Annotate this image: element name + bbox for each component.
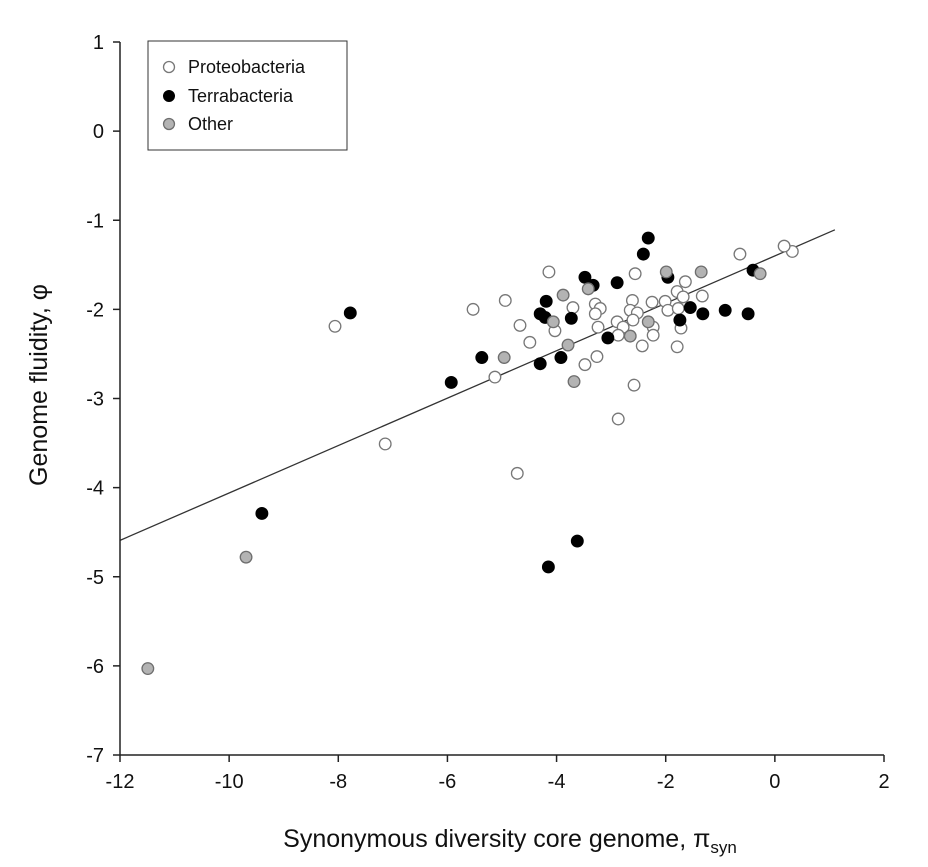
point-terrabacteria xyxy=(564,311,578,325)
point-proteobacteria xyxy=(591,320,605,334)
legend-label-proteobacteria: Proteobacteria xyxy=(188,57,306,77)
y-ticks: 1 0 -1 -2 -3 -4 -5 -6 -7 xyxy=(86,32,120,767)
point-proteobacteria xyxy=(378,437,392,451)
point-other xyxy=(581,282,595,296)
y-tick-label: 1 xyxy=(93,32,104,54)
point-other xyxy=(567,375,581,389)
point-terrabacteria xyxy=(696,307,710,321)
point-terrabacteria xyxy=(610,276,624,290)
y-tick-label: 0 xyxy=(93,121,104,143)
point-other xyxy=(239,550,253,564)
point-proteobacteria xyxy=(578,358,592,372)
x-tick-label: -2 xyxy=(657,771,675,793)
y-axis-label: Genome fluidity, φ xyxy=(25,284,53,486)
point-other xyxy=(556,288,570,302)
y-tick-label: -2 xyxy=(86,299,104,321)
point-proteobacteria xyxy=(498,294,512,307)
point-proteobacteria xyxy=(328,319,342,333)
point-proteobacteria xyxy=(513,318,527,332)
x-tick-label: -8 xyxy=(329,771,347,793)
point-proteobacteria xyxy=(588,307,602,321)
point-terrabacteria xyxy=(601,331,615,345)
point-proteobacteria xyxy=(590,350,604,364)
point-other xyxy=(641,315,655,329)
point-other xyxy=(659,265,673,279)
point-proteobacteria xyxy=(488,370,502,384)
point-other xyxy=(694,265,708,279)
point-terrabacteria xyxy=(570,534,584,548)
legend-marker-terrabacteria xyxy=(163,90,175,102)
point-proteobacteria xyxy=(611,328,625,342)
point-terrabacteria xyxy=(444,376,458,389)
y-tick-label: -4 xyxy=(86,478,104,500)
point-terrabacteria xyxy=(255,507,269,520)
point-proteobacteria xyxy=(777,239,791,253)
legend-label-other: Other xyxy=(188,114,233,134)
point-other xyxy=(753,267,767,281)
point-terrabacteria xyxy=(641,231,655,245)
legend-box xyxy=(147,40,348,151)
x-axis-label: Synonymous diversity core genome, πsyn xyxy=(283,825,737,857)
point-proteobacteria xyxy=(676,290,690,304)
y-tick-label: -7 xyxy=(86,745,104,767)
point-proteobacteria xyxy=(733,247,747,261)
x-tick-label: -6 xyxy=(439,771,457,793)
x-tick-label: 0 xyxy=(769,771,780,793)
y-tick-label: -6 xyxy=(86,656,104,678)
point-proteobacteria xyxy=(661,303,675,317)
y-tick-label: -5 xyxy=(86,567,104,589)
point-terrabacteria xyxy=(343,306,357,320)
point-proteobacteria xyxy=(695,289,709,303)
point-other xyxy=(546,315,560,329)
point-proteobacteria xyxy=(628,267,642,281)
y-tick-label: -1 xyxy=(86,210,104,232)
point-proteobacteria xyxy=(611,412,625,426)
point-other xyxy=(623,329,637,343)
point-proteobacteria xyxy=(523,335,537,349)
point-terrabacteria xyxy=(741,307,755,321)
point-proteobacteria xyxy=(626,313,640,327)
point-terrabacteria xyxy=(541,560,555,574)
legend: Proteobacteria Terrabacteria Other xyxy=(147,40,348,151)
point-proteobacteria xyxy=(646,328,660,342)
regression-line xyxy=(119,229,836,541)
point-terrabacteria xyxy=(683,301,697,315)
legend-marker-other xyxy=(162,117,176,131)
regression-line-group xyxy=(119,229,836,541)
point-other xyxy=(561,338,575,352)
point-terrabacteria xyxy=(554,351,568,364)
point-terrabacteria xyxy=(533,357,547,371)
point-other xyxy=(141,662,155,675)
point-terrabacteria xyxy=(475,351,489,364)
point-terrabacteria xyxy=(578,270,592,284)
point-proteobacteria xyxy=(678,275,692,289)
point-proteobacteria xyxy=(542,265,556,279)
y-tick-label: -3 xyxy=(86,389,104,411)
point-proteobacteria xyxy=(635,339,649,353)
point-proteobacteria xyxy=(671,302,685,315)
point-terrabacteria xyxy=(636,247,650,261)
x-ticks: -12 -10 -8 -6 -4 -2 0 2 xyxy=(106,755,890,793)
legend-label-terrabacteria: Terrabacteria xyxy=(188,86,294,106)
x-tick-label: -4 xyxy=(548,771,566,793)
point-proteobacteria xyxy=(670,340,684,354)
point-proteobacteria xyxy=(566,301,580,315)
x-tick-label: 2 xyxy=(878,771,889,793)
legend-marker-proteobacteria xyxy=(162,60,176,74)
point-proteobacteria xyxy=(510,466,524,480)
point-proteobacteria xyxy=(466,302,480,316)
points-group xyxy=(141,231,799,675)
point-proteobacteria xyxy=(645,295,659,309)
point-terrabacteria xyxy=(718,303,732,317)
x-tick-label: -10 xyxy=(215,771,244,793)
point-terrabacteria xyxy=(539,294,553,308)
point-proteobacteria xyxy=(627,378,641,392)
point-terrabacteria xyxy=(673,313,687,327)
x-tick-label: -12 xyxy=(106,771,135,793)
point-other xyxy=(497,351,511,364)
